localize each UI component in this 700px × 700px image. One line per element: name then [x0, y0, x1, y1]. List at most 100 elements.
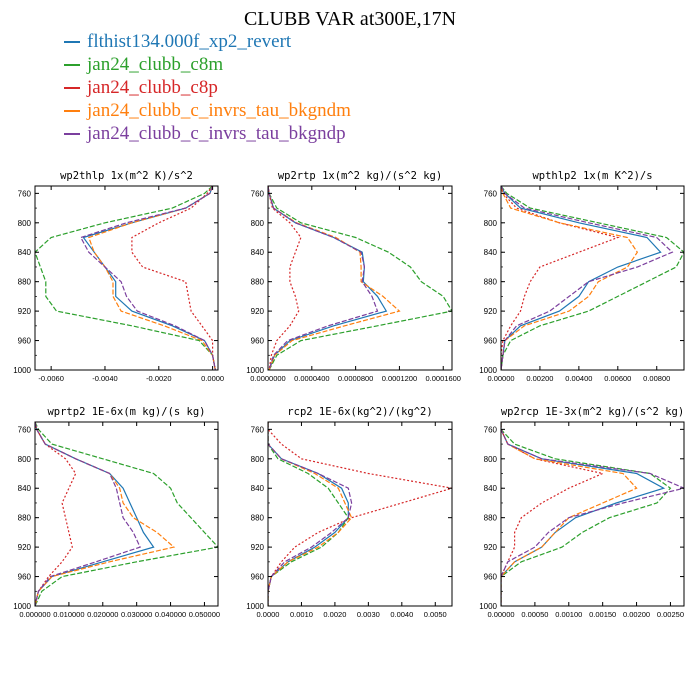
series-line — [501, 422, 672, 606]
y-tick-label: 840 — [251, 248, 265, 257]
y-tick-label: 800 — [251, 219, 265, 228]
series-line — [268, 422, 353, 606]
x-tick-label: 0.030000 — [121, 610, 152, 619]
y-tick-label: 880 — [484, 278, 498, 287]
x-tick-label: 0.0040 — [390, 610, 413, 619]
y-tick-label: 880 — [251, 514, 265, 523]
x-tick-label: 0.0000800 — [338, 374, 373, 383]
legend-label: flthist134.000f_xp2_revert — [87, 30, 292, 52]
x-tick-label: -0.0020 — [146, 374, 171, 383]
y-tick-label: 760 — [251, 425, 265, 434]
panel-frame — [267, 185, 453, 371]
series-line — [501, 186, 620, 370]
y-tick-label: 840 — [484, 248, 498, 257]
x-tick-label: 0.0050 — [424, 610, 447, 619]
y-tick-label: 840 — [18, 484, 32, 493]
panel-frame — [34, 421, 219, 607]
y-tick-label: 920 — [484, 307, 498, 316]
y-tick-label: 760 — [18, 189, 32, 198]
x-tick-label: 0.000000 — [19, 610, 50, 619]
panel-frame — [267, 421, 453, 607]
x-tick-label: 0.00100 — [555, 610, 582, 619]
series-line — [131, 186, 216, 370]
y-tick-label: 1000 — [246, 602, 264, 611]
series-line — [268, 186, 452, 370]
x-tick-label: 0.00200 — [526, 374, 553, 383]
legend-swatch — [64, 86, 80, 89]
series-line — [82, 186, 216, 370]
legend-item: jan24_clubb_c8m — [64, 53, 351, 76]
series-line — [268, 186, 401, 370]
panel-frame — [500, 185, 685, 371]
x-tick-label: 0.0020 — [323, 610, 346, 619]
x-tick-label: 0.00200 — [623, 610, 650, 619]
y-tick-label: 960 — [484, 573, 498, 582]
x-tick-label: 0.00150 — [589, 610, 616, 619]
panel-title: wp2thlp 1x(m^2 K)/s^2 — [60, 170, 193, 182]
y-tick-label: 760 — [18, 425, 32, 434]
y-tick-label: 1000 — [13, 602, 31, 611]
y-tick-label: 1000 — [246, 366, 264, 375]
x-tick-label: 0.0010 — [290, 610, 313, 619]
y-tick-label: 920 — [484, 543, 498, 552]
x-tick-label: 0.00250 — [657, 610, 684, 619]
chart-panel: rcp2 1E-6x(kg^2)/(kg^2) 760 800 840 880 920 96… — [246, 406, 453, 619]
series-line — [268, 186, 379, 370]
series-line — [268, 422, 349, 606]
series-line — [501, 186, 674, 370]
series-line — [35, 422, 141, 606]
y-tick-label: 920 — [18, 307, 32, 316]
y-tick-label: 960 — [18, 573, 32, 582]
series-line — [501, 186, 639, 370]
legend-item: jan24_clubb_c_invrs_tau_bkgndp — [64, 122, 351, 145]
series-line — [268, 422, 350, 606]
chart-panel: wp2thlp 1x(m^2 K)/s^2 760 800 840 880 920 960 1… — [13, 170, 224, 383]
chart-panel: wp2rtp 1x(m^2 kg)/(s^2 kg) 760 800 840 880 92… — [246, 170, 461, 383]
y-tick-label: 840 — [484, 484, 498, 493]
series-line — [268, 422, 353, 606]
series-line — [501, 422, 684, 606]
y-tick-label: 800 — [484, 455, 498, 464]
x-tick-label: 0.0001600 — [426, 374, 461, 383]
series-line — [268, 422, 452, 606]
legend: flthist134.000f_xp2_revert jan24_clubb_c8… — [64, 30, 351, 145]
panel-title: wp2rtp 1x(m^2 kg)/(s^2 kg) — [278, 170, 442, 182]
x-tick-label: 0.00800 — [643, 374, 670, 383]
y-tick-label: 920 — [18, 543, 32, 552]
y-tick-label: 760 — [484, 425, 498, 434]
x-tick-label: 0.050000 — [189, 610, 220, 619]
y-tick-label: 880 — [18, 514, 32, 523]
y-tick-label: 1000 — [479, 366, 497, 375]
series-line — [501, 186, 662, 370]
y-tick-label: 960 — [18, 337, 32, 346]
x-tick-label: 0.010000 — [53, 610, 84, 619]
x-tick-label: 0.0000400 — [294, 374, 329, 383]
y-tick-label: 880 — [484, 514, 498, 523]
series-line — [35, 422, 218, 606]
y-tick-label: 920 — [251, 543, 265, 552]
x-tick-label: 0.00600 — [604, 374, 631, 383]
legend-item: jan24_clubb_c_invrs_tau_bkgndm — [64, 99, 351, 122]
legend-item: jan24_clubb_c8p — [64, 76, 351, 99]
x-tick-label: 0.020000 — [87, 610, 118, 619]
x-tick-label: 0.0000 — [257, 610, 280, 619]
y-tick-label: 960 — [251, 573, 265, 582]
legend-label: jan24_clubb_c_invrs_tau_bkgndp — [87, 122, 346, 144]
y-tick-label: 960 — [251, 337, 265, 346]
y-tick-label: 1000 — [13, 366, 31, 375]
legend-swatch — [64, 132, 80, 135]
chart-panel: wp2rcp 1E-3x(m^2 kg)/(s^2 kg)760 800 840 88… — [479, 406, 685, 619]
y-tick-label: 800 — [484, 219, 498, 228]
legend-swatch — [64, 63, 80, 66]
chart-panel: wpthlp2 1x(m K^2)/s 760 800 840 880 920 960 100… — [479, 170, 685, 383]
panel-title: wprtp2 1E-6x(m kg)/(s kg) — [47, 406, 205, 418]
panel-frame — [34, 185, 219, 371]
x-tick-label: 0.040000 — [155, 610, 186, 619]
y-tick-label: 880 — [251, 278, 265, 287]
x-tick-label: 0.0000 — [201, 374, 224, 383]
y-tick-label: 760 — [484, 189, 498, 198]
legend-label: jan24_clubb_c_invrs_tau_bkgndm — [87, 99, 351, 121]
series-line — [88, 186, 216, 370]
legend-label: jan24_clubb_c8m — [87, 53, 224, 75]
